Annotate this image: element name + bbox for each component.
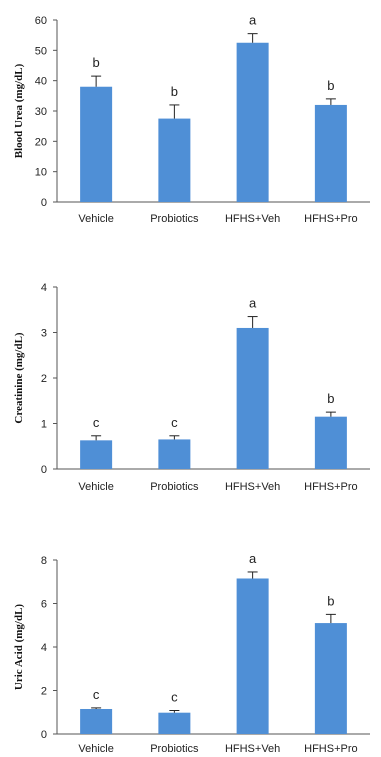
significance-label: b <box>171 84 178 99</box>
y-tick-label: 2 <box>41 686 47 698</box>
y-tick-label: 20 <box>35 136 47 148</box>
y-tick-label: 3 <box>41 328 47 340</box>
category-label: Probiotics <box>150 481 199 493</box>
category-label: Vehicle <box>78 213 113 225</box>
y-axis-title: Creatinine (mg/dL) <box>13 332 25 423</box>
y-axis-title: Blood Urea (mg/dL) <box>13 63 25 158</box>
y-axis-title: Uric Acid (mg/dL) <box>13 604 25 690</box>
y-tick-label: 4 <box>41 282 47 294</box>
y-tick-label: 10 <box>35 167 47 179</box>
y-tick-label: 60 <box>35 15 47 27</box>
bar <box>80 86 113 202</box>
bar <box>80 440 113 469</box>
category-label: HFHS+Pro <box>304 743 358 755</box>
y-tick-label: 0 <box>41 729 47 741</box>
significance-label: a <box>249 551 257 566</box>
significance-label: b <box>327 391 334 406</box>
bar <box>236 327 269 469</box>
chart-svg: 0 10 20 30 40 50 60 Blood Urea (mg/dL) b Vehicle b… <box>13 13 370 225</box>
significance-label: b <box>327 78 334 93</box>
bar <box>236 578 269 734</box>
y-tick-label: 2 <box>41 373 47 385</box>
bar <box>314 623 347 734</box>
significance-label: c <box>93 415 100 430</box>
category-label: HFHS+Veh <box>225 743 280 755</box>
significance-label: c <box>171 415 178 430</box>
y-tick-label: 0 <box>41 197 47 209</box>
uric-acid-chart: 0 2 4 6 8 Uric Acid (mg/dL) c Vehicle c Probiotic… <box>0 540 381 757</box>
category-label: HFHS+Veh <box>225 481 280 493</box>
bar <box>80 708 113 734</box>
bar <box>314 416 347 469</box>
y-tick-label: 1 <box>41 419 47 431</box>
y-tick-label: 40 <box>35 76 47 88</box>
y-tick-label: 8 <box>41 555 47 567</box>
bar <box>236 42 269 202</box>
y-tick-label: 4 <box>41 642 47 654</box>
category-label: HFHS+Veh <box>225 213 280 225</box>
creatinine-chart: 0 1 2 3 4 Creatinine (mg/dL) c Vehicle c Probioti… <box>0 270 381 510</box>
significance-label: b <box>327 593 334 608</box>
significance-label: c <box>171 690 178 705</box>
bar <box>314 104 347 202</box>
bar <box>158 118 191 202</box>
significance-label: a <box>249 13 257 28</box>
bar <box>158 712 191 734</box>
category-label: Vehicle <box>78 481 113 493</box>
y-tick-label: 30 <box>35 106 47 118</box>
category-label: HFHS+Pro <box>304 481 358 493</box>
category-label: Vehicle <box>78 743 113 755</box>
significance-label: b <box>93 55 100 70</box>
chart-svg: 0 1 2 3 4 Creatinine (mg/dL) c Vehicle c Probioti… <box>13 282 370 493</box>
chart-svg: 0 2 4 6 8 Uric Acid (mg/dL) c Vehicle c Probiotic… <box>13 551 370 755</box>
bar <box>158 439 191 469</box>
significance-label: c <box>93 687 100 702</box>
category-label: Probiotics <box>150 743 199 755</box>
significance-label: a <box>249 296 257 311</box>
y-tick-label: 6 <box>41 599 47 611</box>
y-tick-label: 0 <box>41 464 47 476</box>
blood-urea-chart: 0 10 20 30 40 50 60 Blood Urea (mg/dL) b Vehicle b… <box>0 0 381 245</box>
y-tick-label: 50 <box>35 45 47 57</box>
category-label: HFHS+Pro <box>304 213 358 225</box>
category-label: Probiotics <box>150 213 199 225</box>
